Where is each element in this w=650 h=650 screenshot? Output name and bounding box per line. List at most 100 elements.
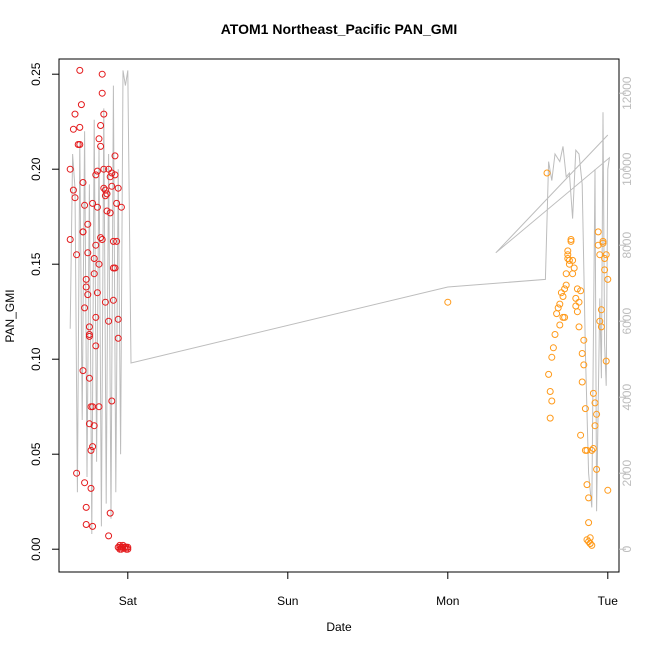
data-point [604, 275, 612, 283]
data-point [111, 264, 119, 272]
data-point [98, 70, 106, 78]
data-point [84, 220, 92, 228]
data-point [111, 152, 119, 160]
data-point [85, 331, 93, 338]
data-point [570, 264, 578, 272]
data-point [601, 255, 609, 262]
data-point [108, 169, 116, 177]
data-point [588, 541, 596, 549]
data-point [564, 251, 572, 259]
data-point [557, 289, 565, 297]
data-point [109, 237, 117, 245]
data-point [69, 125, 77, 133]
data-point [580, 361, 588, 369]
data-point [77, 101, 85, 109]
data-point [581, 405, 589, 413]
data-point [85, 332, 93, 340]
data-point [549, 344, 557, 352]
data-point [593, 410, 601, 418]
data-point [101, 298, 109, 306]
data-point [565, 256, 573, 264]
data-point [577, 287, 585, 295]
data-point [556, 300, 564, 308]
data-point [586, 540, 594, 547]
data-point [580, 336, 588, 344]
data-point [444, 298, 452, 306]
data-point [95, 135, 103, 143]
data-point [113, 237, 121, 245]
x-tick-label: Sat [119, 594, 138, 608]
data-point [82, 283, 90, 291]
y-tick-label: 0.10 [29, 347, 43, 371]
data-point [89, 443, 97, 451]
series-1 [66, 66, 132, 553]
data-point [575, 323, 583, 331]
data-point [92, 342, 100, 350]
data-point [114, 184, 122, 192]
data-point [604, 486, 612, 494]
data-point [114, 334, 122, 342]
data-point [97, 234, 105, 242]
data-point [589, 389, 597, 397]
data-point [90, 255, 98, 262]
data-point [564, 247, 572, 255]
data-point [76, 66, 84, 74]
data-point [602, 357, 610, 365]
data-point [105, 317, 113, 325]
plot-frame [58, 58, 620, 573]
data-point [79, 179, 87, 186]
data-point [97, 142, 105, 150]
data-point [73, 469, 81, 477]
data-point [599, 237, 607, 245]
data-point [578, 350, 586, 357]
data-point [556, 321, 564, 329]
y2-tick-label: 10000 [620, 152, 634, 186]
x-axis-label: Date [326, 620, 352, 634]
data-point [76, 123, 84, 131]
data-point [82, 275, 90, 283]
y2-tick-label: 4000 [620, 384, 634, 411]
data-point [551, 331, 559, 338]
data-point [106, 209, 114, 217]
data-point [81, 201, 89, 209]
y-tick-label: 0.20 [29, 157, 43, 181]
data-point [69, 186, 77, 194]
data-point [594, 241, 602, 249]
data-point [82, 521, 90, 528]
data-point [101, 192, 109, 200]
data-point [117, 203, 125, 211]
data-point [108, 182, 116, 190]
data-point [79, 228, 87, 236]
data-point [567, 236, 575, 243]
y2-tick-label: 8000 [620, 232, 634, 259]
data-point [588, 446, 596, 454]
y-tick-label: 0.00 [29, 537, 43, 561]
points-layer [66, 66, 612, 553]
data-point [109, 296, 117, 304]
data-point [561, 313, 569, 321]
y2-tick-label: 6000 [620, 308, 634, 335]
data-point [572, 294, 580, 302]
data-point [124, 543, 132, 551]
y-axis-label: PAN_GMI [3, 289, 17, 342]
data-point [591, 422, 599, 430]
data-point [585, 538, 593, 546]
data-point [82, 503, 90, 511]
x-axis: Sat Sun Mon Tue [119, 572, 618, 608]
data-point [100, 110, 108, 118]
data-point [71, 110, 79, 118]
data-point [85, 374, 93, 382]
data-point [81, 304, 89, 312]
data-point [89, 199, 97, 207]
data-point [66, 236, 74, 243]
data-point [548, 397, 556, 405]
series-2 [444, 169, 612, 549]
data-point [546, 388, 554, 395]
data-point [559, 293, 567, 300]
data-point [100, 184, 108, 192]
y-tick-label: 0.15 [29, 252, 43, 276]
data-point [113, 199, 121, 207]
data-point [578, 378, 586, 386]
y2-tick-label: 0 [620, 546, 634, 553]
